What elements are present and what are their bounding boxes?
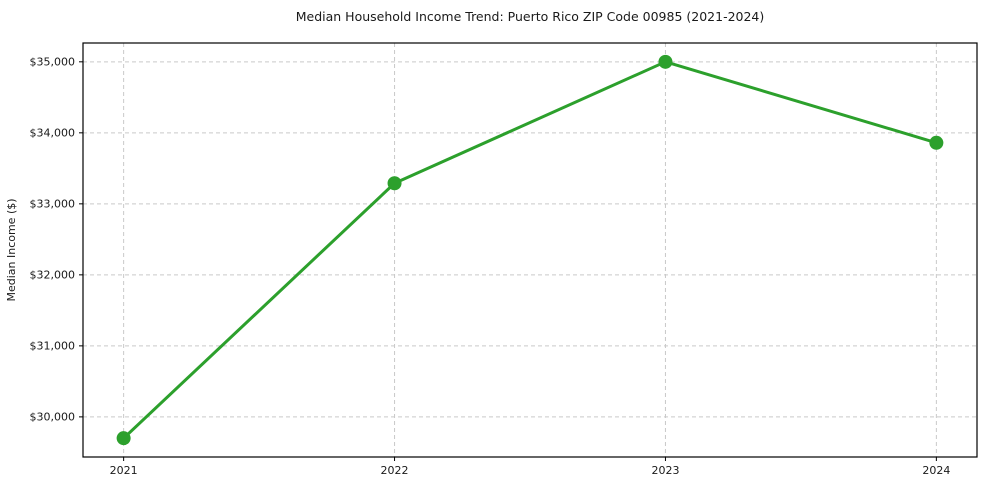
trend-line <box>122 60 938 440</box>
y-tick-label: $35,000 <box>30 56 76 69</box>
y-tick-label: $31,000 <box>30 340 76 353</box>
grid-layer <box>83 43 977 457</box>
y-tick-label: $34,000 <box>30 127 76 140</box>
data-point-2022 <box>387 176 402 191</box>
plot-border <box>82 42 978 458</box>
x-tick-label: 2023 <box>651 464 679 477</box>
y-tick-label: $33,000 <box>30 198 76 211</box>
data-point-2024 <box>929 135 944 150</box>
y-tick-label: $32,000 <box>30 269 76 282</box>
data-point-2023 <box>658 54 673 69</box>
axes-layer: $30,000 $31,000 $32,000 $33,000 $34,000 $35,0… <box>30 42 978 477</box>
y-tick-label: $30,000 <box>30 411 76 424</box>
chart-title: Median Household Income Trend: Puerto Ri… <box>296 9 765 24</box>
series-layer <box>116 54 944 446</box>
data-point-2021 <box>116 431 131 446</box>
y-axis-label: Median Income ($) <box>5 198 18 301</box>
x-tick-label: 2024 <box>922 464 950 477</box>
x-tick-label: 2022 <box>381 464 409 477</box>
x-tick-label: 2021 <box>110 464 138 477</box>
